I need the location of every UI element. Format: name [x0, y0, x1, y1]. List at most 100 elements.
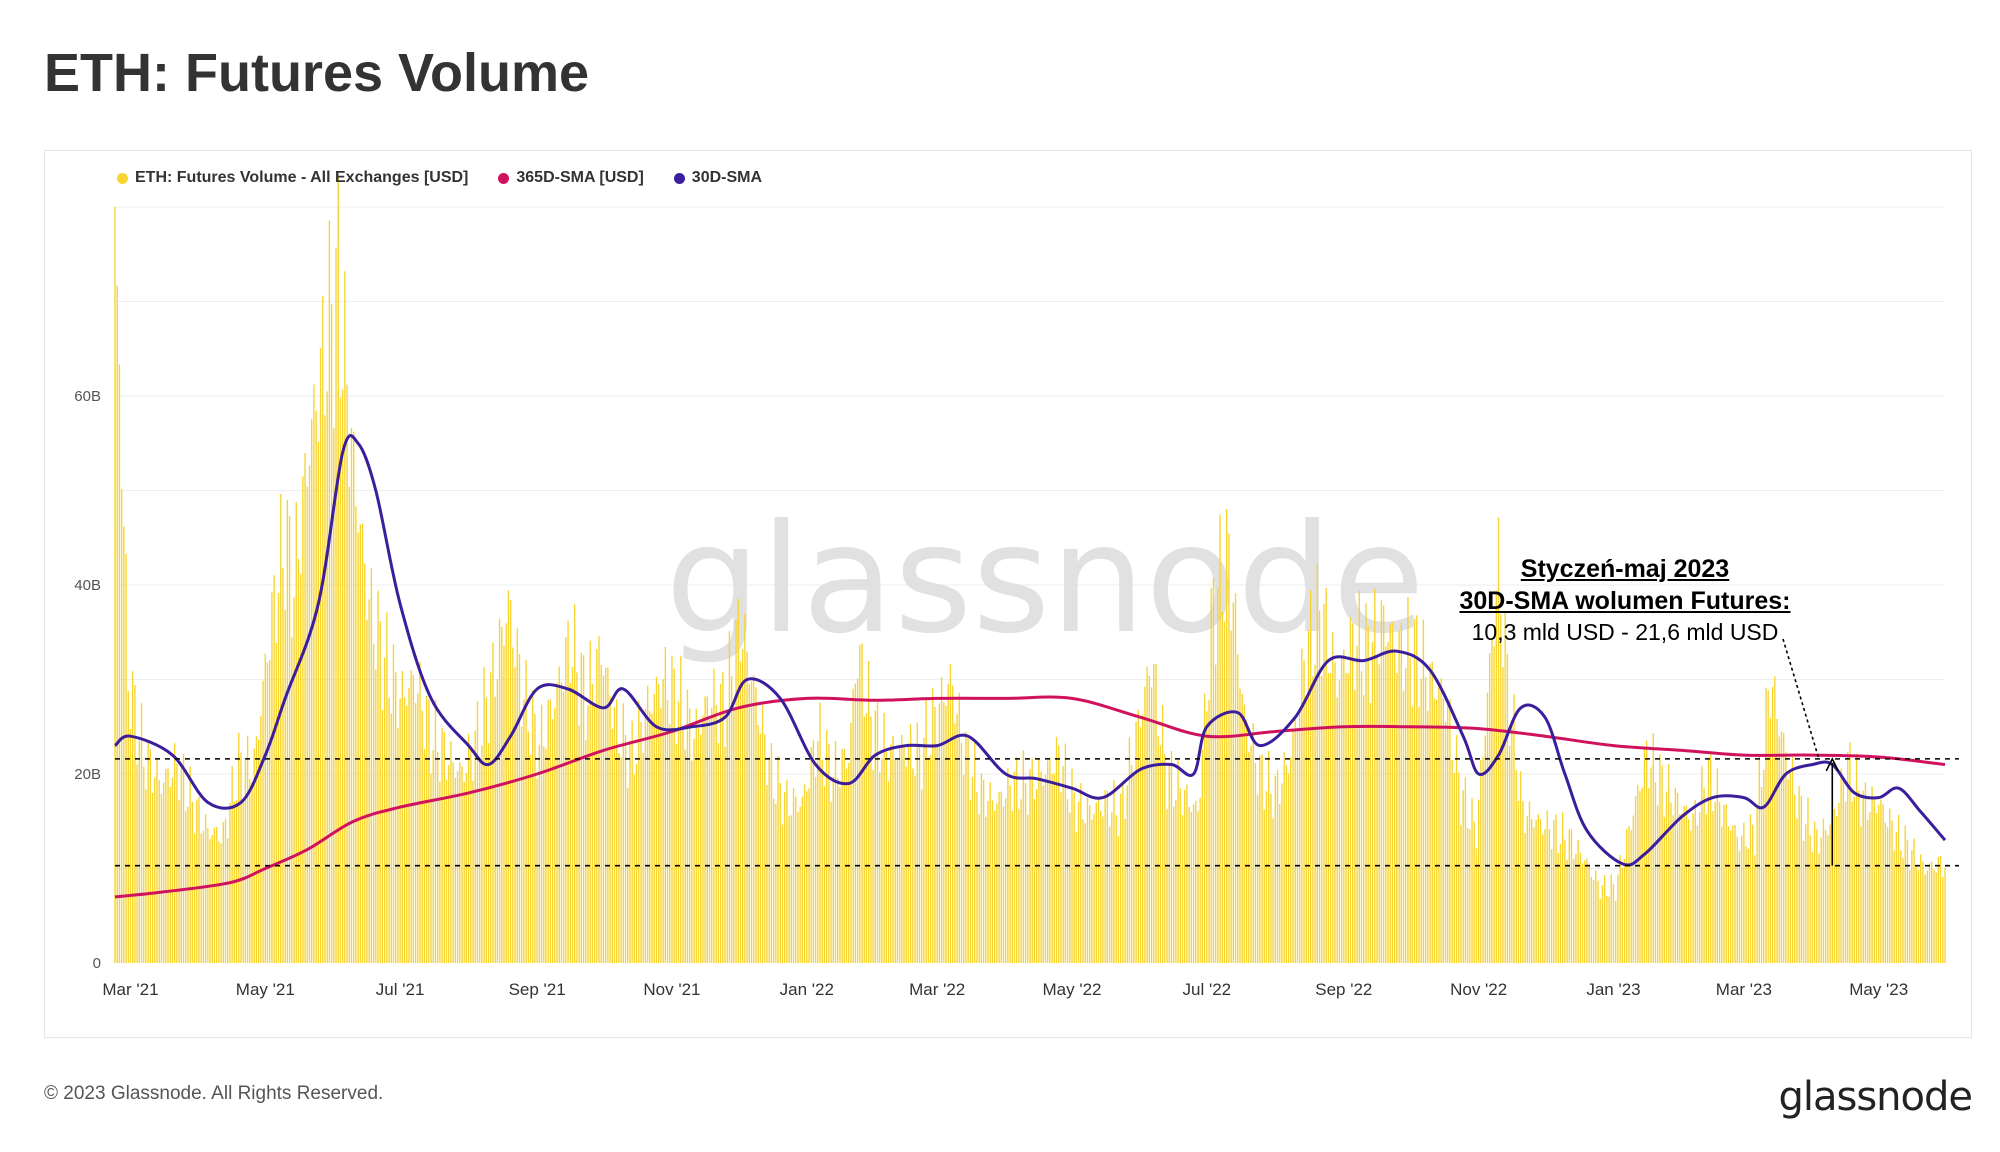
volume-bar [1519, 771, 1522, 963]
volume-bar [854, 683, 857, 963]
volume-bar [154, 777, 156, 963]
x-tick-label: Nov '21 [643, 980, 700, 999]
volume-bar [151, 793, 154, 963]
volume-bar [1431, 661, 1433, 963]
volume-bar [700, 734, 702, 963]
volume-bar [395, 672, 397, 963]
volume-bar [832, 776, 834, 963]
volume-bar [1407, 597, 1409, 963]
volume-bar [810, 747, 812, 963]
volume-bar [1290, 757, 1292, 963]
volume-bar [1442, 698, 1444, 963]
volume-bar [1913, 838, 1915, 963]
volume-bar [1228, 533, 1230, 963]
legend-item-sma30[interactable]: 30D-SMA [673, 169, 762, 187]
volume-bar [1535, 819, 1537, 963]
volume-bar [578, 725, 580, 963]
volume-bar [1805, 824, 1807, 963]
volume-bar [1458, 772, 1460, 963]
volume-bar [1424, 677, 1427, 963]
volume-bar [733, 710, 735, 963]
volume-bar [1086, 797, 1089, 963]
volume-bar [1237, 654, 1239, 963]
volume-bar [1659, 754, 1661, 963]
volume-bar [859, 644, 861, 963]
volume-bar [894, 759, 896, 963]
volume-bar [1221, 611, 1223, 963]
volume-bar [951, 685, 954, 963]
volume-bar [1838, 802, 1840, 963]
copyright-text: © 2023 Glassnode. All Rights Reserved. [44, 1083, 384, 1104]
volume-bar [1707, 757, 1710, 963]
volume-bar [872, 770, 874, 963]
volume-bar [978, 814, 980, 963]
x-tick-label: Mar '21 [102, 980, 158, 999]
volume-bar [757, 725, 759, 963]
volume-bar [1701, 765, 1703, 963]
volume-bar [1758, 756, 1761, 963]
volume-bar [231, 766, 233, 963]
volume-bar [238, 732, 240, 963]
volume-bar [806, 791, 808, 963]
legend-item-volume[interactable]: ETH: Futures Volume - All Exchanges [USD… [117, 169, 468, 187]
volume-bar [1732, 825, 1734, 963]
volume-bar [399, 698, 401, 963]
x-tick-label: Mar '22 [909, 980, 965, 999]
volume-bar [841, 749, 843, 963]
volume-bar [439, 781, 441, 963]
volume-bar [892, 736, 894, 963]
volume-bar [1016, 757, 1018, 963]
volume-bar [753, 675, 755, 963]
volume-bar [1130, 764, 1133, 963]
volume-bar [1880, 799, 1882, 963]
volume-bar [503, 645, 505, 963]
volume-bar [291, 637, 293, 963]
volume-bar [974, 741, 976, 963]
volume-bar [1771, 686, 1774, 963]
volume-bar [1586, 858, 1588, 963]
volume-bar [600, 664, 602, 963]
volume-bar [1411, 706, 1414, 963]
volume-bar [344, 271, 346, 964]
volume-bar [786, 779, 788, 963]
volume-bar [1588, 863, 1590, 963]
volume-bar [719, 683, 722, 963]
volume-bar [131, 671, 134, 963]
volume-bar [843, 748, 846, 963]
volume-bar [1462, 790, 1464, 963]
volume-bar [912, 768, 914, 963]
volume-bar [1416, 615, 1418, 963]
volume-bar [1807, 797, 1809, 963]
volume-bar [487, 743, 490, 963]
volume-bar [671, 655, 673, 963]
volume-bar [1851, 801, 1853, 963]
volume-bar [980, 773, 983, 963]
volume-bar [1906, 839, 1909, 963]
volume-bar [1721, 826, 1723, 963]
volume-bar [198, 796, 200, 963]
legend-item-sma365[interactable]: 365D-SMA [USD] [498, 169, 644, 187]
volume-bar [1491, 638, 1493, 963]
volume-bar [1303, 660, 1305, 963]
volume-bar [1396, 673, 1398, 963]
volume-bar [1749, 814, 1752, 963]
volume-bar [735, 619, 737, 963]
legend-label-sma365: 365D-SMA [USD] [516, 169, 644, 186]
volume-bar [381, 709, 384, 963]
volume-bar [472, 780, 474, 963]
volume-bar [1035, 789, 1038, 963]
volume-bar [1382, 605, 1385, 963]
volume-bar [1351, 622, 1354, 963]
volume-bar [1632, 815, 1635, 963]
volume-bar [1259, 755, 1261, 963]
volume-bar [987, 800, 989, 963]
volume-bar [1250, 745, 1252, 963]
volume-bar [770, 743, 773, 963]
volume-bar [1800, 795, 1803, 963]
volume-bar [1184, 789, 1186, 963]
arrow-head [1825, 757, 1839, 772]
volume-bar [1051, 774, 1053, 963]
volume-bar [1084, 823, 1086, 963]
volume-bar [1639, 791, 1641, 963]
volume-bar [697, 727, 700, 963]
